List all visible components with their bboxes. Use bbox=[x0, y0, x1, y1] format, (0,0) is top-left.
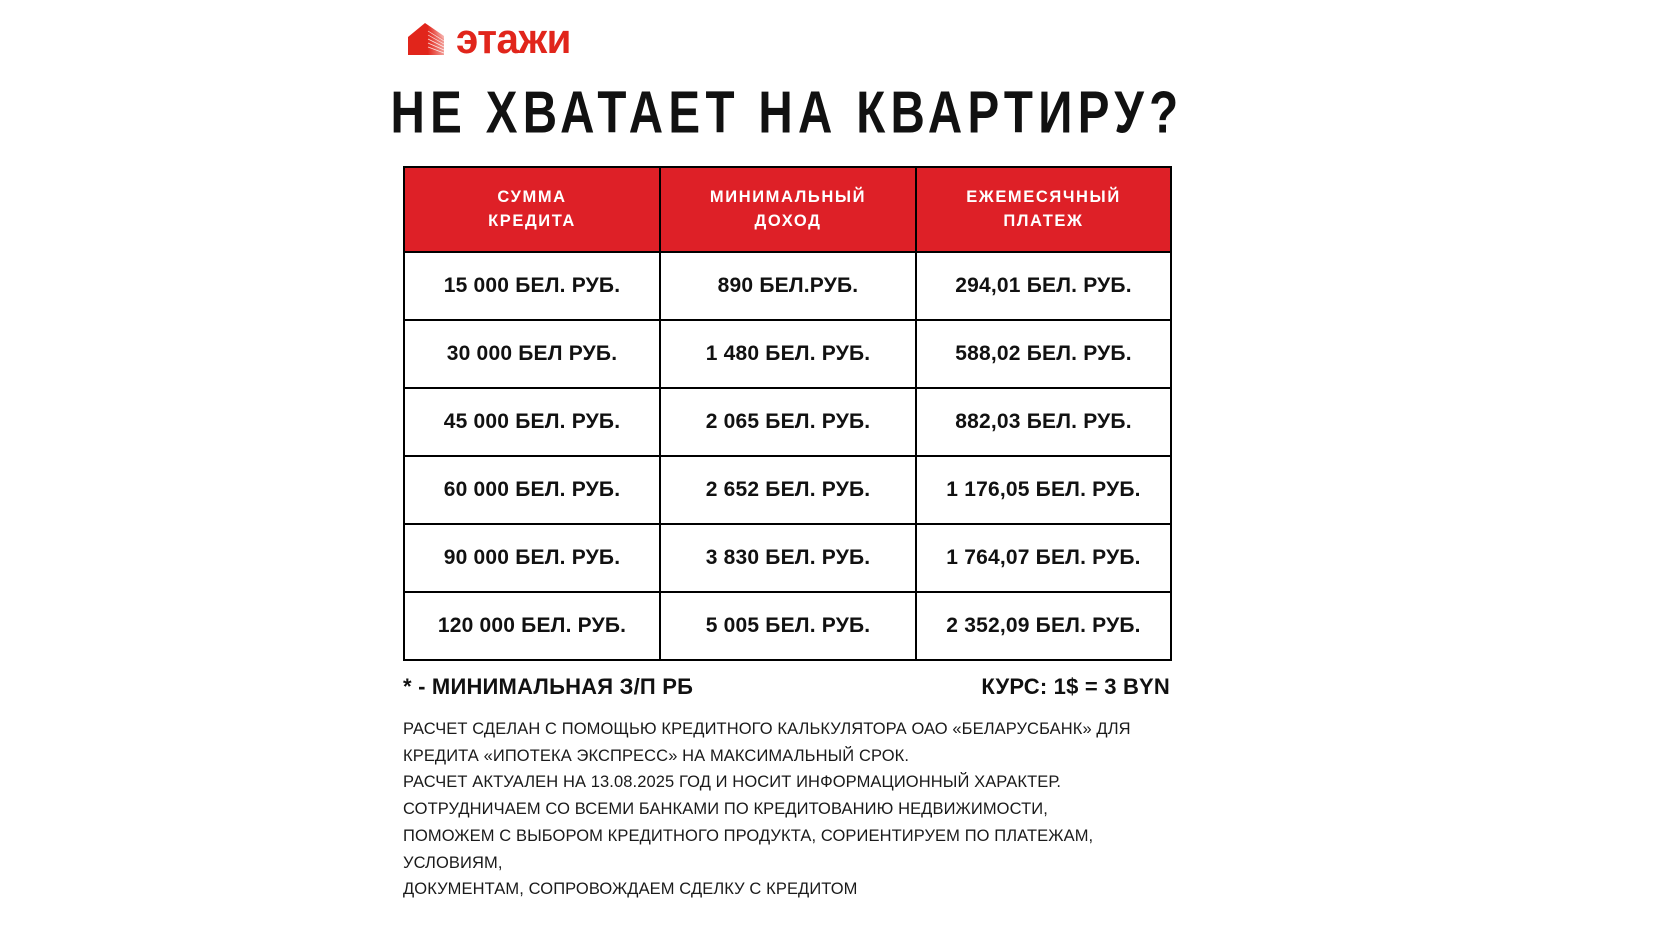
column-header-line-1: МИНИМАЛЬНЫЙ bbox=[709, 187, 867, 206]
cell-minimum-income: 2 065 БЕЛ. РУБ. bbox=[659, 387, 917, 457]
column-header-line-1: СУММА bbox=[497, 187, 567, 206]
disclaimer-line: РАСЧЕТ АКТУАЛЕН НА 13.08.2025 ГОД И НОСИ… bbox=[403, 773, 1062, 792]
cell-monthly-payment: 882,03 БЕЛ. РУБ. bbox=[915, 387, 1172, 457]
cell-monthly-payment: 2 352,09 БЕЛ. РУБ. bbox=[915, 591, 1172, 661]
table-row: 60 000 БЕЛ. РУБ. 2 652 БЕЛ. РУБ. 1 176,0… bbox=[403, 455, 1172, 525]
disclaimer-line: КРЕДИТА «ИПОТЕКА ЭКСПРЕСС» НА МАКСИМАЛЬН… bbox=[403, 746, 910, 765]
column-header-minimum-income: МИНИМАЛЬНЫЙ ДОХОД bbox=[659, 166, 917, 253]
brand-name: этажи bbox=[456, 15, 571, 62]
cell-minimum-income: 890 БЕЛ.РУБ. bbox=[659, 251, 917, 321]
table-header-row: СУММА КРЕДИТА МИНИМАЛЬНЫЙ ДОХОД ЕЖЕМЕСЯЧ… bbox=[403, 166, 1172, 253]
column-header-monthly-payment: ЕЖЕМЕСЯЧНЫЙ ПЛАТЕЖ bbox=[915, 166, 1172, 253]
minimum-salary-note: * - МИНИМАЛЬНАЯ З/П РБ bbox=[403, 674, 694, 699]
disclaimer-line: ДОКУМЕНТАМ, СОПРОВОЖДАЕМ СДЕЛКУ С КРЕДИТ… bbox=[403, 880, 858, 899]
table-row: 120 000 БЕЛ. РУБ. 5 005 БЕЛ. РУБ. 2 352,… bbox=[403, 591, 1172, 661]
cell-loan-amount: 90 000 БЕЛ. РУБ. bbox=[403, 523, 661, 593]
cell-monthly-payment: 294,01 БЕЛ. РУБ. bbox=[915, 251, 1172, 321]
cell-minimum-income: 5 005 БЕЛ. РУБ. bbox=[659, 591, 917, 661]
column-header-line-2: ДОХОД bbox=[754, 211, 822, 230]
loan-table: СУММА КРЕДИТА МИНИМАЛЬНЫЙ ДОХОД ЕЖЕМЕСЯЧ… bbox=[403, 166, 1172, 661]
notes-row: * - МИНИМАЛЬНАЯ З/П РБ КУРС: 1$ = 3 BYN bbox=[403, 674, 1170, 700]
table-body: 15 000 БЕЛ. РУБ. 890 БЕЛ.РУБ. 294,01 БЕЛ… bbox=[403, 251, 1172, 661]
disclaimer-line: УСЛОВИЯМ, bbox=[403, 853, 503, 872]
cell-loan-amount: 60 000 БЕЛ. РУБ. bbox=[403, 455, 661, 525]
page-title: НЕ ХВАТАЕТ НА КВАРТИРУ? bbox=[390, 80, 1184, 147]
exchange-rate-note: КУРС: 1$ = 3 BYN bbox=[981, 674, 1170, 699]
cell-minimum-income: 3 830 БЕЛ. РУБ. bbox=[659, 523, 917, 593]
cell-loan-amount: 45 000 БЕЛ. РУБ. bbox=[403, 387, 661, 457]
cell-loan-amount: 120 000 БЕЛ. РУБ. bbox=[403, 591, 661, 661]
table-row: 45 000 БЕЛ. РУБ. 2 065 БЕЛ. РУБ. 882,03 … bbox=[403, 387, 1172, 457]
column-header-loan-amount: СУММА КРЕДИТА bbox=[403, 166, 661, 253]
table-row: 15 000 БЕЛ. РУБ. 890 БЕЛ.РУБ. 294,01 БЕЛ… bbox=[403, 251, 1172, 321]
disclaimer-line: ПОМОЖЕМ С ВЫБОРОМ КРЕДИТНОГО ПРОДУКТА, С… bbox=[403, 826, 1094, 845]
disclaimer-line: СОТРУДНИЧАЕМ СО ВСЕМИ БАНКАМИ ПО КРЕДИТО… bbox=[403, 800, 1048, 819]
table-row: 90 000 БЕЛ. РУБ. 3 830 БЕЛ. РУБ. 1 764,0… bbox=[403, 523, 1172, 593]
disclaimer-line: РАСЧЕТ СДЕЛАН С ПОМОЩЬЮ КРЕДИТНОГО КАЛЬК… bbox=[403, 720, 1131, 738]
cell-monthly-payment: 588,02 БЕЛ. РУБ. bbox=[915, 319, 1172, 389]
loan-table-container: СУММА КРЕДИТА МИНИМАЛЬНЫЙ ДОХОД ЕЖЕМЕСЯЧ… bbox=[403, 166, 1172, 661]
cell-monthly-payment: 1 764,07 БЕЛ. РУБ. bbox=[915, 523, 1172, 593]
cell-monthly-payment: 1 176,05 БЕЛ. РУБ. bbox=[915, 455, 1172, 525]
column-header-line-1: ЕЖЕМЕСЯЧНЫЙ bbox=[966, 187, 1121, 206]
cell-loan-amount: 30 000 БЕЛ РУБ. bbox=[403, 319, 661, 389]
disclaimer-block: РАСЧЕТ СДЕЛАН С ПОМОЩЬЮ КРЕДИТНОГО КАЛЬК… bbox=[403, 716, 1203, 903]
cell-minimum-income: 2 652 БЕЛ. РУБ. bbox=[659, 455, 917, 525]
table-header: СУММА КРЕДИТА МИНИМАЛЬНЫЙ ДОХОД ЕЖЕМЕСЯЧ… bbox=[403, 166, 1172, 253]
column-header-line-2: ПЛАТЕЖ bbox=[1003, 211, 1084, 230]
column-header-line-2: КРЕДИТА bbox=[488, 211, 576, 230]
brand-logo[interactable]: этажи bbox=[405, 16, 576, 62]
cell-minimum-income: 1 480 БЕЛ. РУБ. bbox=[659, 319, 917, 389]
cell-loan-amount: 15 000 БЕЛ. РУБ. bbox=[403, 251, 661, 321]
building-roof-icon bbox=[408, 23, 445, 55]
table-row: 30 000 БЕЛ РУБ. 1 480 БЕЛ. РУБ. 588,02 Б… bbox=[403, 319, 1172, 389]
